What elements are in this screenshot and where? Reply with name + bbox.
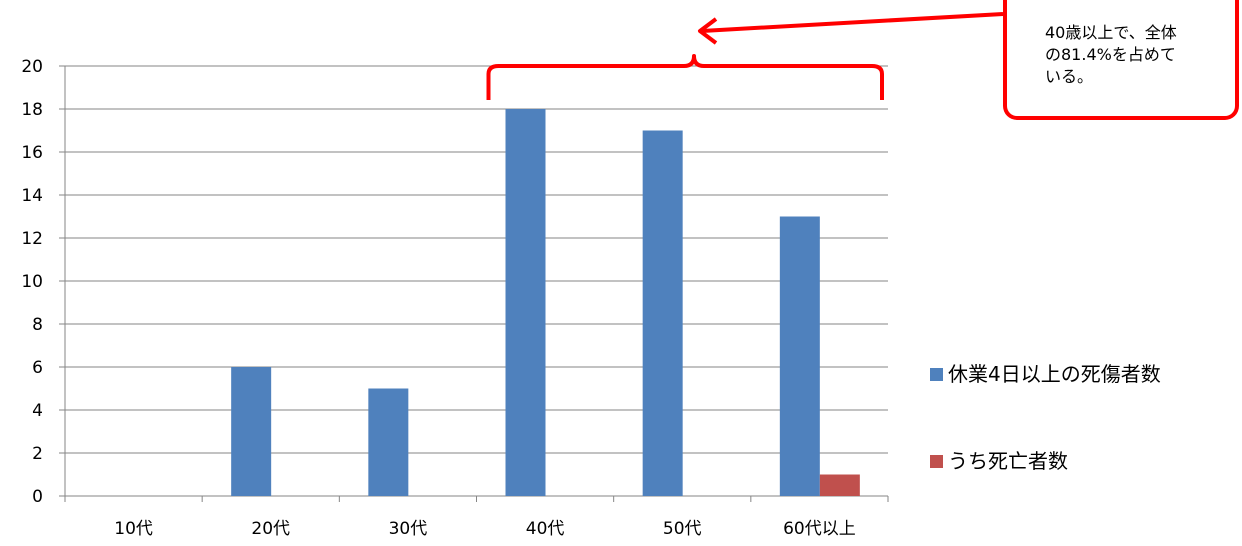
x-tick-label: 20代 [251, 519, 290, 539]
arrow-head [698, 17, 718, 45]
x-tick-label: 30代 [389, 519, 428, 539]
legend-label: 休業4日以上の死傷者数 [948, 362, 1161, 386]
y-tick-label: 12 [21, 229, 43, 249]
bar [505, 109, 546, 496]
y-tick-label: 18 [21, 100, 43, 120]
x-tick-label: 10代 [114, 519, 153, 539]
annotation-arrow [701, 12, 1004, 33]
bar [231, 367, 272, 496]
bar [368, 388, 409, 496]
y-tick-label: 2 [32, 444, 43, 464]
annotation-callout: 40歳以上で、全体 の81.4%を占めて いる。 [1003, 0, 1239, 120]
bracket [486, 54, 884, 100]
y-tick-label: 4 [32, 401, 43, 421]
y-tick-label: 8 [32, 315, 43, 335]
legend-swatch [930, 455, 943, 468]
bar [779, 216, 820, 496]
legend-label: うち死亡者数 [948, 449, 1068, 473]
y-tick-label: 20 [21, 57, 43, 77]
y-tick-label: 6 [32, 358, 43, 378]
bar [819, 474, 860, 496]
y-tick-label: 10 [21, 272, 43, 292]
x-tick-label: 40代 [526, 519, 565, 539]
y-tick-label: 14 [21, 186, 43, 206]
y-tick-label: 16 [21, 143, 43, 163]
bar [642, 130, 683, 496]
x-tick-label: 60代以上 [783, 519, 856, 539]
legend-swatch [930, 368, 943, 381]
x-tick-label: 50代 [663, 519, 702, 539]
y-tick-label: 0 [32, 487, 43, 507]
